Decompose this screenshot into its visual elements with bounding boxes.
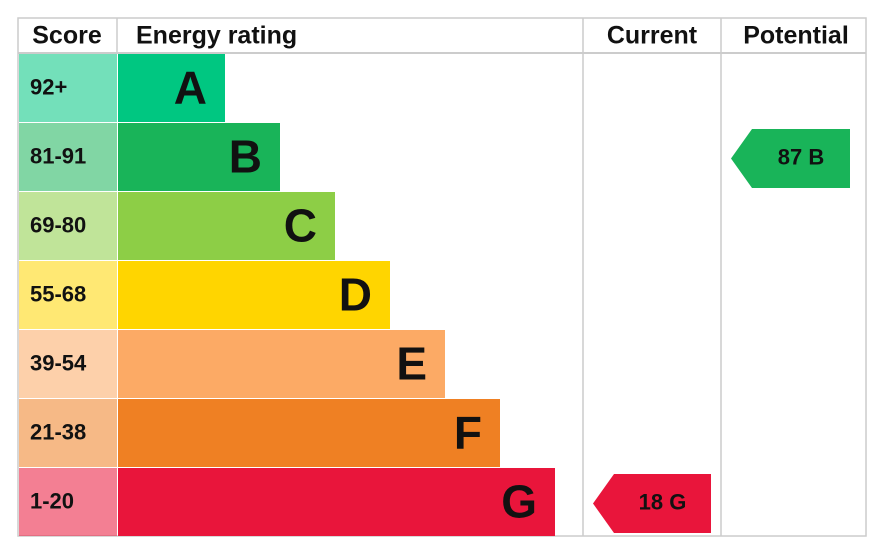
score-cell <box>19 330 117 398</box>
score-cell <box>19 192 117 260</box>
score-range: 92+ <box>30 74 67 99</box>
header-energy: Energy rating <box>136 22 297 50</box>
header-potential: Potential <box>743 22 849 50</box>
score-cell <box>19 123 117 191</box>
band-letter: A <box>174 62 207 114</box>
band-bar <box>118 468 555 536</box>
score-range: 21-38 <box>30 419 86 444</box>
band-bar <box>118 399 500 467</box>
potential-label: 87 B <box>778 144 824 169</box>
score-range: 39-54 <box>30 350 87 375</box>
band-letter: E <box>396 338 427 390</box>
band-letter: F <box>454 407 482 459</box>
band-letter: D <box>339 269 372 321</box>
score-range: 81-91 <box>30 143 86 168</box>
score-cell <box>19 468 117 536</box>
score-cell <box>19 261 117 329</box>
potential-arrow <box>731 129 850 188</box>
current-arrow <box>593 474 711 533</box>
score-range: 69-80 <box>30 212 86 237</box>
band-bar <box>118 330 445 398</box>
band-letter: B <box>229 131 262 183</box>
header-score: Score <box>32 22 102 50</box>
score-range: 55-68 <box>30 281 86 306</box>
score-cell <box>19 399 117 467</box>
band-letter: G <box>501 476 537 528</box>
current-label: 18 G <box>639 489 687 514</box>
header-current: Current <box>607 22 698 50</box>
band-bar <box>118 123 280 191</box>
band-bar <box>118 261 390 329</box>
band-letter: C <box>284 200 317 252</box>
band-bar <box>118 54 225 122</box>
score-range: 1-20 <box>30 488 74 513</box>
score-cell <box>19 54 117 122</box>
band-bar <box>118 192 335 260</box>
